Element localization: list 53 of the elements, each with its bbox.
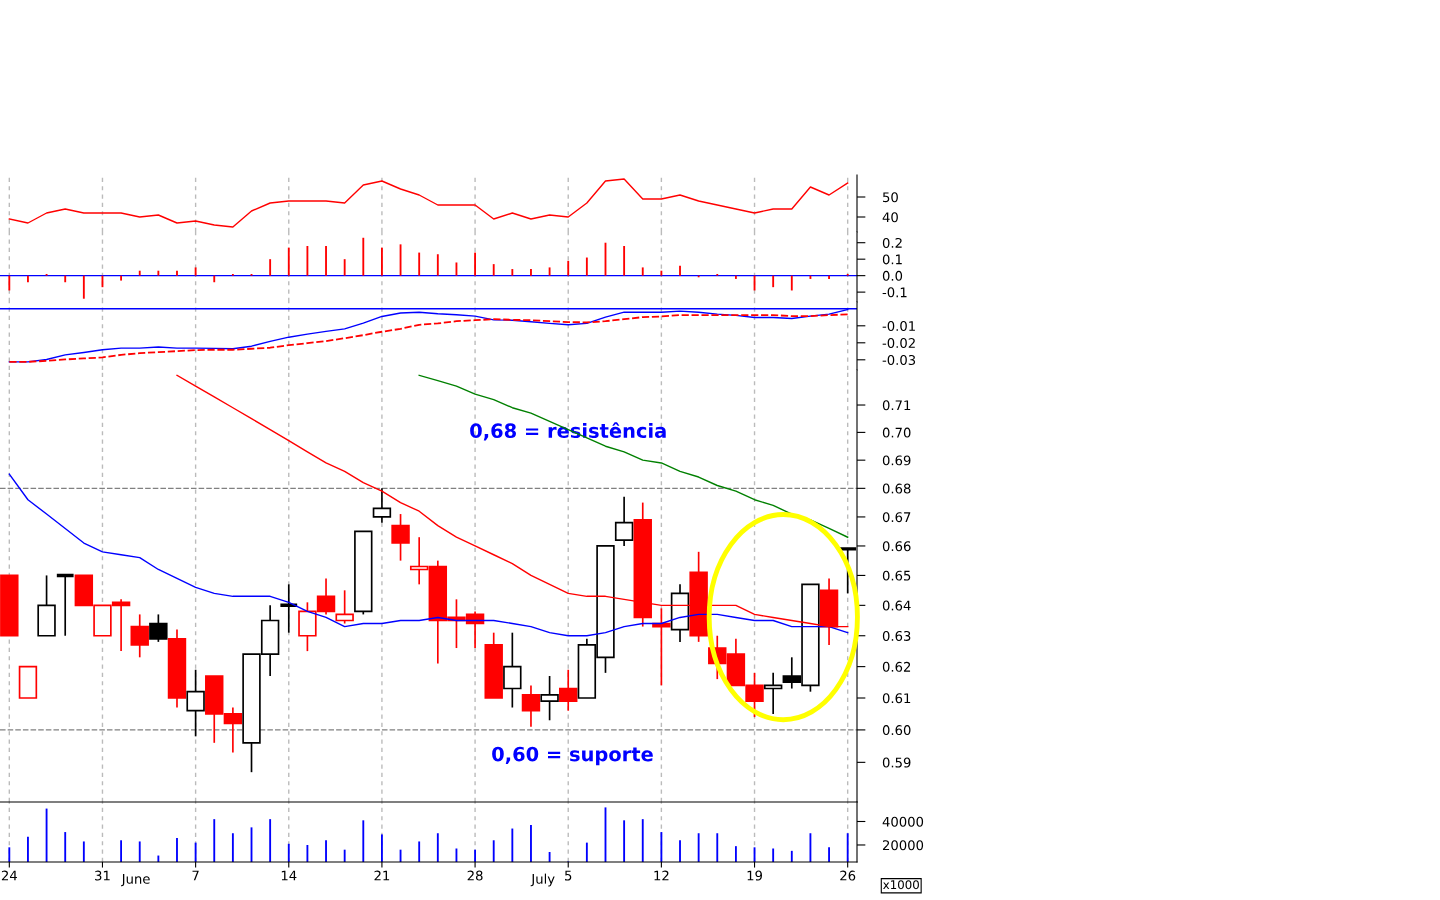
y-tick-label: 0.62 bbox=[882, 661, 911, 672]
annotation: 0,60 = suporte bbox=[492, 746, 653, 766]
line-series bbox=[8, 473, 849, 637]
text: June bbox=[121, 874, 150, 887]
y-tick-label: 0.60 bbox=[882, 725, 911, 736]
y-tick-label: 0.64 bbox=[882, 600, 911, 611]
y-tick-label: 0.1 bbox=[882, 254, 902, 265]
y-tick-label: 0.71 bbox=[882, 400, 911, 411]
y-tick-label: 0.68 bbox=[882, 483, 911, 494]
candlestick bbox=[503, 631, 522, 709]
candlestick bbox=[391, 513, 410, 562]
candlestick bbox=[372, 487, 392, 524]
candlestick bbox=[149, 613, 168, 643]
y-tick-label: 40 bbox=[882, 212, 898, 223]
x-tick-label: 5 bbox=[565, 870, 572, 881]
y-tick-label: -0.03 bbox=[882, 355, 916, 365]
text: July bbox=[530, 873, 555, 887]
y-axis-title: x1000 bbox=[883, 880, 919, 890]
y-tick-label: 0.61 bbox=[882, 693, 911, 704]
y-tick-label: 0.65 bbox=[882, 570, 911, 581]
y-tick-label: 0.70 bbox=[882, 427, 911, 438]
candlestick bbox=[130, 613, 149, 659]
y-tick-label: 0.0 bbox=[882, 270, 903, 281]
candlestick bbox=[335, 589, 354, 625]
x-tick-label: 14 bbox=[281, 870, 297, 881]
x-tick-label: 7 bbox=[192, 870, 199, 881]
y-tick-label: 50 bbox=[883, 192, 898, 203]
candlestick bbox=[521, 684, 541, 728]
candlestick bbox=[55, 573, 76, 637]
x-tick-label: 24 bbox=[1, 870, 17, 881]
y-tick-label: 0.59 bbox=[882, 757, 911, 768]
y-tick-label: -0.1 bbox=[882, 287, 907, 298]
y-tick-label: -0.01 bbox=[882, 321, 915, 331]
x-tick-label: 31 bbox=[95, 870, 110, 881]
candlestick bbox=[559, 668, 578, 712]
candlestick bbox=[540, 675, 559, 722]
y-tick-label: 0.67 bbox=[882, 512, 911, 523]
candlestick bbox=[186, 668, 205, 738]
candlestick bbox=[614, 496, 634, 547]
y-tick-label: -0.02 bbox=[882, 338, 915, 348]
y-tick-label: 0.66 bbox=[882, 541, 911, 552]
x-tick-label: 28 bbox=[467, 870, 483, 881]
x-tick-label: 26 bbox=[840, 870, 856, 881]
x-tick-label: 19 bbox=[747, 870, 762, 881]
line-series bbox=[418, 374, 849, 538]
y-tick-label: 40000 bbox=[882, 816, 924, 827]
line-series bbox=[8, 178, 849, 228]
y-tick-label: 20000 bbox=[882, 840, 924, 851]
x-tick-label: 12 bbox=[654, 870, 669, 881]
y-tick-label: 0.63 bbox=[882, 630, 911, 641]
y-tick-label: 0.2 bbox=[882, 237, 902, 248]
y-tick-label: 0.69 bbox=[882, 455, 911, 466]
x-tick-label: 21 bbox=[374, 870, 390, 881]
